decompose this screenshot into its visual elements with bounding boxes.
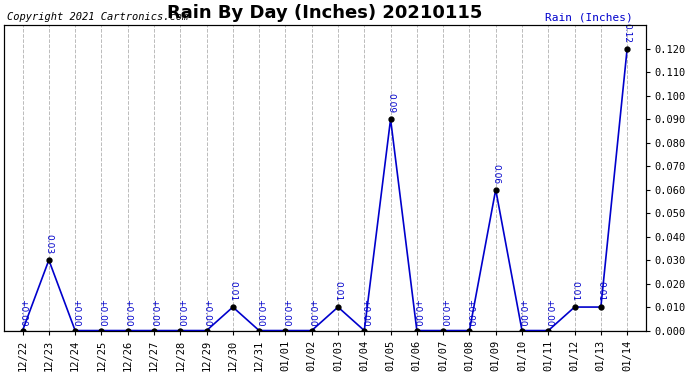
Text: +0.00: +0.00 bbox=[176, 299, 185, 326]
Text: 0.06: 0.06 bbox=[491, 164, 500, 184]
Text: 0.01: 0.01 bbox=[570, 281, 579, 302]
Text: +0.00: +0.00 bbox=[70, 299, 79, 326]
Text: +0.00: +0.00 bbox=[255, 299, 264, 326]
Text: +0.00: +0.00 bbox=[439, 299, 448, 326]
Text: +0.00: +0.00 bbox=[18, 299, 27, 326]
Text: 0.12: 0.12 bbox=[622, 23, 631, 43]
Text: +0.00: +0.00 bbox=[359, 299, 368, 326]
Text: +0.00: +0.00 bbox=[281, 299, 290, 326]
Text: Rain (Inches): Rain (Inches) bbox=[545, 12, 633, 22]
Text: 0.09: 0.09 bbox=[386, 93, 395, 114]
Text: +0.00: +0.00 bbox=[307, 299, 316, 326]
Title: Rain By Day (Inches) 20210115: Rain By Day (Inches) 20210115 bbox=[167, 4, 482, 22]
Text: 0.01: 0.01 bbox=[596, 281, 605, 302]
Text: +0.00: +0.00 bbox=[544, 299, 553, 326]
Text: 0.01: 0.01 bbox=[333, 281, 342, 302]
Text: +0.00: +0.00 bbox=[150, 299, 159, 326]
Text: +0.00: +0.00 bbox=[97, 299, 106, 326]
Text: +0.00: +0.00 bbox=[465, 299, 474, 326]
Text: 0.01: 0.01 bbox=[228, 281, 237, 302]
Text: +0.00: +0.00 bbox=[202, 299, 211, 326]
Text: +0.00: +0.00 bbox=[518, 299, 526, 326]
Text: Copyright 2021 Cartronics.com: Copyright 2021 Cartronics.com bbox=[8, 12, 188, 22]
Text: 0.03: 0.03 bbox=[44, 234, 53, 255]
Text: +0.00: +0.00 bbox=[413, 299, 422, 326]
Text: +0.00: +0.00 bbox=[124, 299, 132, 326]
